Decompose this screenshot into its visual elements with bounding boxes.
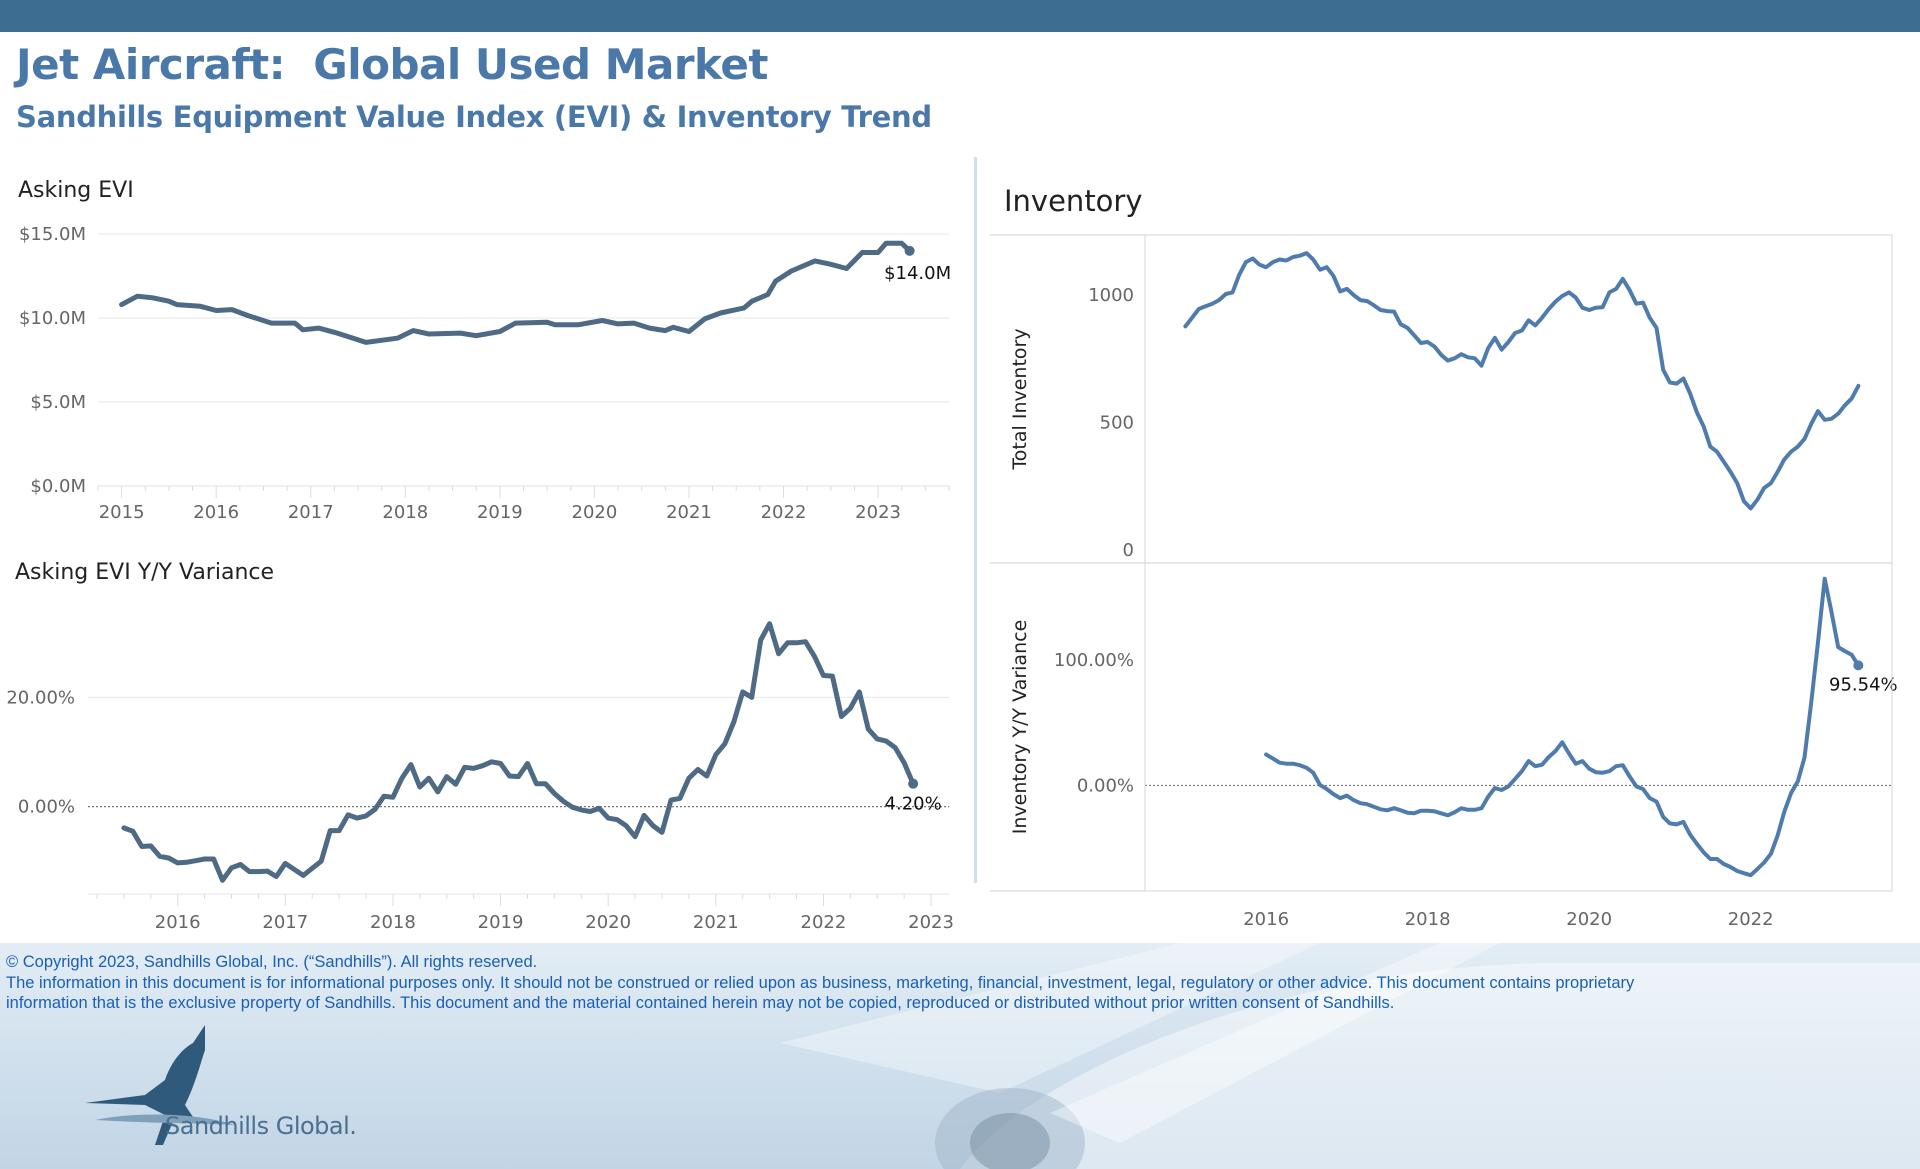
y-axis-title: Total Inventory (1009, 328, 1031, 470)
sandhills-logo-text: Sandhills Global. (165, 1112, 357, 1140)
x-tick-label: 2016 (155, 912, 201, 933)
asking-evi-yoy-chart: 0.00% 20.00% 2016 2017 2018 2019 2020 2021 2022 2… (6, 621, 954, 933)
series-line (119, 240, 913, 345)
asking-evi-yoy-title: Asking EVI Y/Y Variance (15, 560, 275, 585)
y-tick-label: 0.00% (18, 797, 75, 818)
y-tick-label: 0 (1123, 540, 1134, 561)
end-point-marker (908, 778, 919, 789)
x-tick-label: 2019 (477, 502, 523, 523)
x-tick-label: 2018 (382, 502, 428, 523)
end-value-label: 95.54% (1829, 674, 1898, 695)
x-tick-label: 2016 (193, 502, 239, 523)
y-tick-label: 100.00% (1054, 650, 1134, 671)
y-tick-label: 0.00% (1077, 775, 1134, 796)
x-tick-label: 2022 (761, 502, 807, 523)
disclaimer-line-1: The information in this document is for … (6, 974, 1635, 992)
copyright-text: © Copyright 2023, Sandhills Global, Inc.… (6, 953, 538, 971)
asking-evi-title: Asking EVI (18, 178, 134, 203)
inventory-chart: 0 500 1000 Total Inventory 0.00% 100.00% 2016 2… (990, 234, 1898, 930)
x-tick-label: 2015 (99, 502, 145, 523)
x-tick-label: 2019 (478, 912, 524, 933)
x-tick-label: 2020 (585, 912, 631, 933)
y-tick-label: 20.00% (6, 687, 75, 708)
series-line (1183, 251, 1861, 511)
x-tick-label: 2021 (666, 502, 712, 523)
x-tick-label: 2020 (572, 502, 618, 523)
panel-divider (974, 157, 977, 883)
x-tick-label: 2017 (262, 912, 308, 933)
x-tick-label: 2023 (855, 502, 901, 523)
x-tick-label: 2018 (370, 912, 416, 933)
y-tick-label: 500 (1100, 413, 1134, 434)
x-tick-label: 2017 (288, 502, 334, 523)
series-line (121, 621, 916, 883)
y-axis-title: Inventory Y/Y Variance (1009, 620, 1031, 835)
x-tick-label: 2023 (908, 912, 954, 933)
y-tick-label: $0.0M (30, 476, 86, 497)
x-tick-label: 2016 (1243, 909, 1289, 930)
disclaimer-line-2: information that is the exclusive proper… (6, 994, 1395, 1012)
series-line (1264, 576, 1861, 878)
page-subtitle: Sandhills Equipment Value Index (EVI) & … (16, 100, 932, 134)
sandhills-logo-crane-icon (85, 1025, 235, 1145)
page-title: Jet Aircraft: Global Used Market (16, 40, 768, 89)
x-tick-label: 2018 (1405, 909, 1451, 930)
plot-frame (1144, 234, 1893, 892)
end-point-marker (1853, 660, 1864, 671)
y-tick-label: $10.0M (19, 308, 86, 329)
y-tick-label: $15.0M (19, 224, 86, 245)
end-value-label: $14.0M (884, 263, 951, 284)
inventory-title: Inventory (1004, 184, 1143, 218)
x-tick-label: 2020 (1566, 909, 1612, 930)
asking-evi-chart: $0.0M $5.0M $10.0M $15.0M 2015 2016 2017 2018 20… (19, 224, 951, 523)
y-tick-label: 1000 (1088, 285, 1134, 306)
y-tick-label: $5.0M (30, 392, 86, 413)
end-value-label: 4.20% (885, 794, 942, 815)
footer (0, 943, 1920, 1169)
airplane-background-image (780, 943, 1920, 1169)
x-tick-label: 2021 (693, 912, 739, 933)
top-band (0, 0, 1920, 32)
end-point-marker (904, 245, 915, 256)
x-tick-label: 2022 (801, 912, 847, 933)
x-tick-label: 2022 (1728, 909, 1774, 930)
